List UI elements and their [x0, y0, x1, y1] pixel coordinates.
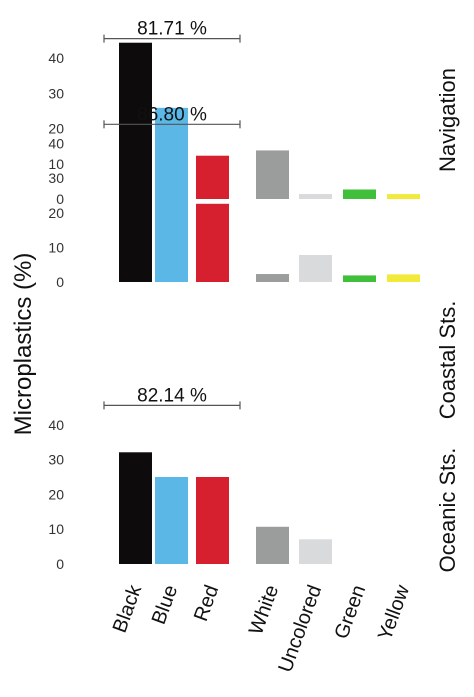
bar-uncolored [299, 194, 332, 199]
y-tick-label: 0 [56, 191, 64, 207]
bar-green [343, 275, 376, 282]
bar-white [256, 526, 289, 564]
y-tick-label: 40 [48, 136, 64, 152]
y-tick-label: 10 [48, 521, 64, 537]
y-axis-label: Microplastics (%) [10, 253, 37, 436]
bar-blue [155, 183, 188, 282]
x-tick-label: Green [331, 582, 371, 642]
x-tick-label: Blue [148, 582, 182, 627]
bar-white [256, 150, 289, 199]
y-tick-label: 30 [48, 452, 64, 468]
facet-label: Oceanic Sts. [435, 448, 460, 573]
y-tick-label: 30 [48, 85, 64, 101]
x-tick-label: Yellow [374, 582, 414, 644]
y-tick-label: 30 [48, 170, 64, 186]
y-tick-label: 10 [48, 239, 64, 255]
y-tick-label: 20 [48, 121, 64, 137]
y-tick-label: 10 [48, 156, 64, 172]
bar-red [196, 477, 229, 564]
bar-red [196, 203, 229, 282]
bar-uncolored [299, 539, 332, 564]
facet-label: Navigation [435, 68, 460, 172]
y-tick-label: 0 [56, 274, 64, 290]
y-tick-label: 20 [48, 205, 64, 221]
x-tick-label: Black [109, 581, 147, 635]
bracket-percent-label: 86.80 % [137, 104, 207, 125]
y-tick-label: 40 [48, 417, 64, 433]
y-tick-label: 0 [56, 556, 64, 572]
bar-green [343, 189, 376, 199]
facet-label: Coastal Sts. [435, 301, 460, 420]
bar-black [119, 157, 152, 282]
bar-blue [155, 477, 188, 564]
bar-white [256, 274, 289, 282]
bar-yellow [387, 274, 420, 282]
x-tick-label: White [245, 582, 283, 638]
bar-uncolored [299, 255, 332, 282]
x-tick-label: Red [190, 582, 223, 624]
bar-yellow [387, 194, 420, 199]
bar-red [196, 155, 229, 199]
bracket-percent-label: 82.14 % [137, 385, 207, 406]
bracket-percent-label: 81.71 % [137, 19, 207, 40]
y-tick-label: 20 [48, 486, 64, 502]
x-tick-label: Uncolored [274, 582, 326, 675]
bar-black [119, 452, 152, 564]
y-tick-label: 40 [48, 50, 64, 66]
